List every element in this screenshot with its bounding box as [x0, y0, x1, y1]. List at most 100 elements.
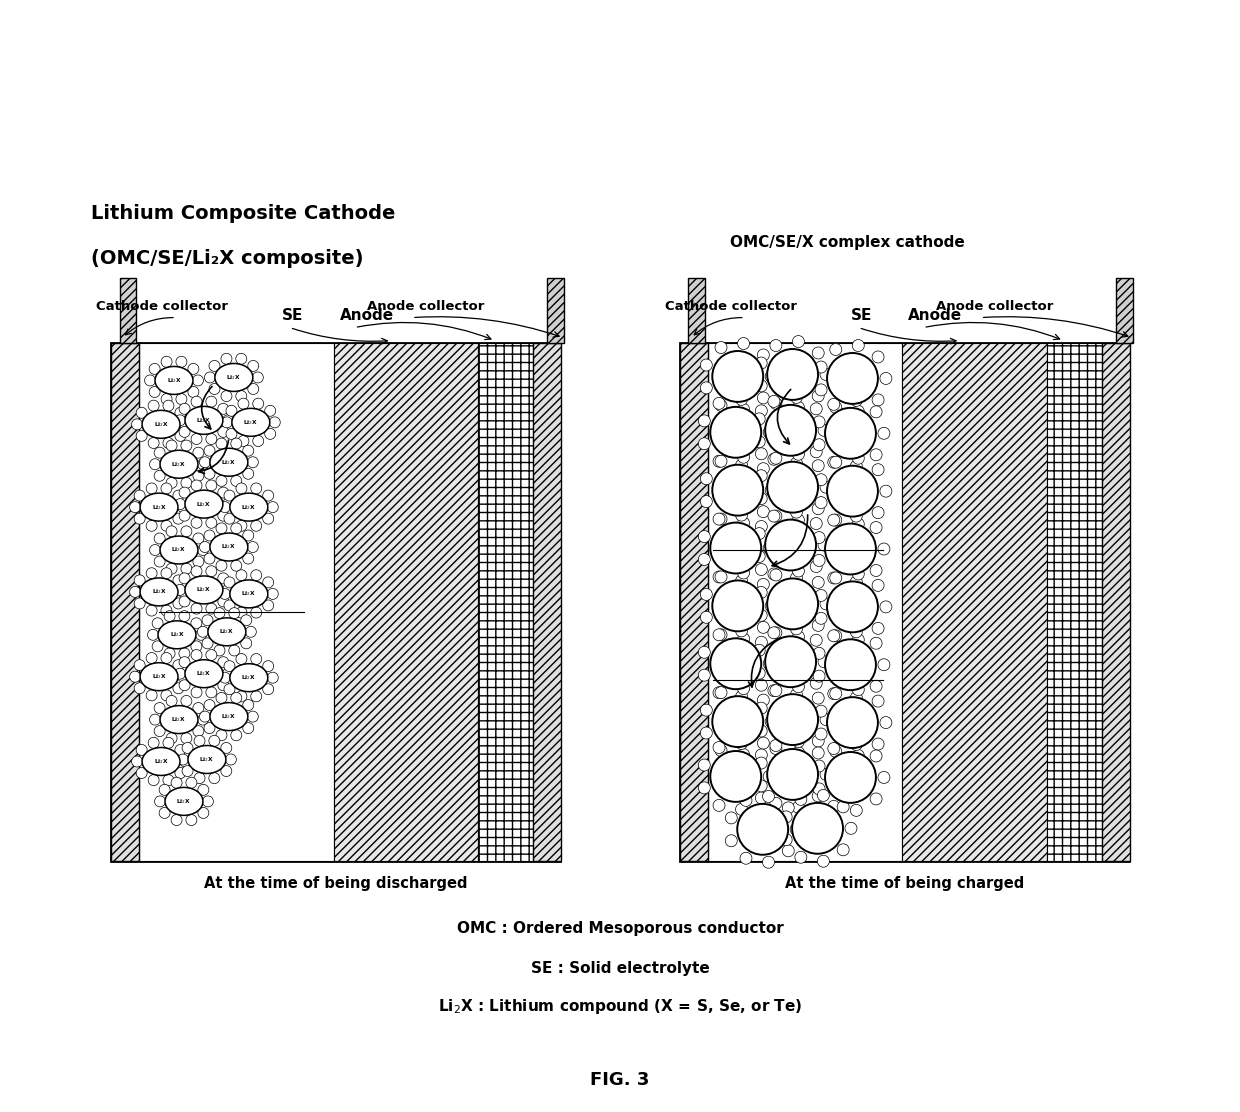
Circle shape	[815, 474, 827, 486]
Ellipse shape	[215, 364, 253, 391]
Text: SE: SE	[281, 308, 303, 322]
Circle shape	[188, 364, 198, 375]
Circle shape	[188, 387, 198, 397]
Circle shape	[735, 459, 748, 471]
Circle shape	[134, 513, 145, 524]
Text: Li$_2$X: Li$_2$X	[176, 797, 191, 806]
Circle shape	[698, 415, 711, 427]
Circle shape	[191, 396, 202, 407]
Circle shape	[755, 749, 768, 761]
Circle shape	[830, 629, 842, 642]
Circle shape	[221, 390, 232, 401]
Circle shape	[148, 775, 159, 786]
Circle shape	[224, 513, 234, 524]
Circle shape	[172, 659, 184, 671]
Circle shape	[825, 408, 875, 459]
Circle shape	[851, 395, 862, 406]
Ellipse shape	[185, 576, 223, 604]
Text: SE: SE	[851, 308, 872, 322]
Circle shape	[175, 415, 186, 426]
Circle shape	[222, 585, 233, 595]
Circle shape	[206, 566, 217, 577]
Circle shape	[878, 772, 890, 784]
Circle shape	[830, 401, 842, 414]
Circle shape	[827, 697, 878, 748]
Circle shape	[878, 427, 890, 439]
Circle shape	[828, 572, 839, 584]
Circle shape	[202, 615, 213, 626]
Circle shape	[852, 749, 864, 762]
Text: Li$_2$X: Li$_2$X	[170, 631, 185, 639]
Circle shape	[765, 716, 777, 727]
Circle shape	[224, 577, 234, 588]
Circle shape	[166, 733, 177, 744]
Circle shape	[711, 407, 761, 458]
Circle shape	[815, 589, 827, 602]
Circle shape	[150, 459, 160, 469]
Circle shape	[229, 645, 239, 656]
Circle shape	[813, 416, 825, 428]
Circle shape	[792, 803, 843, 854]
Circle shape	[765, 636, 816, 687]
Circle shape	[153, 618, 164, 628]
Circle shape	[813, 647, 825, 659]
Circle shape	[243, 723, 254, 734]
Circle shape	[236, 569, 247, 580]
Circle shape	[763, 426, 775, 438]
Text: Li$_2$X: Li$_2$X	[154, 420, 169, 429]
Circle shape	[725, 812, 738, 824]
Circle shape	[161, 689, 172, 701]
Circle shape	[205, 723, 215, 734]
Ellipse shape	[140, 493, 179, 522]
Circle shape	[815, 361, 827, 373]
Circle shape	[205, 468, 215, 479]
Circle shape	[150, 545, 160, 556]
Circle shape	[191, 603, 202, 614]
Bar	[119, 278, 136, 342]
Circle shape	[231, 693, 242, 704]
Circle shape	[166, 695, 177, 706]
Circle shape	[218, 426, 229, 437]
Circle shape	[770, 339, 782, 351]
Circle shape	[172, 598, 184, 609]
Circle shape	[738, 404, 749, 416]
Circle shape	[770, 453, 782, 464]
Circle shape	[768, 694, 818, 745]
Text: Anode: Anode	[909, 308, 962, 322]
Circle shape	[231, 560, 242, 572]
Circle shape	[782, 802, 795, 814]
Ellipse shape	[210, 448, 248, 476]
Circle shape	[830, 514, 842, 526]
Circle shape	[735, 509, 748, 522]
Circle shape	[205, 371, 216, 383]
Circle shape	[171, 815, 182, 825]
Circle shape	[790, 823, 802, 835]
Circle shape	[246, 626, 257, 637]
Circle shape	[792, 401, 805, 414]
Circle shape	[870, 793, 882, 805]
Circle shape	[701, 727, 712, 739]
Circle shape	[253, 436, 264, 447]
Circle shape	[813, 555, 825, 566]
Circle shape	[792, 681, 805, 693]
Circle shape	[768, 627, 780, 638]
Circle shape	[758, 578, 769, 590]
Circle shape	[872, 579, 884, 592]
Circle shape	[164, 648, 175, 659]
Bar	[1047, 342, 1102, 861]
Circle shape	[229, 607, 239, 618]
Ellipse shape	[160, 536, 198, 564]
Circle shape	[250, 654, 262, 665]
Circle shape	[208, 735, 219, 746]
Circle shape	[177, 502, 188, 513]
Circle shape	[870, 565, 882, 576]
Circle shape	[851, 692, 862, 704]
Circle shape	[768, 685, 780, 696]
Circle shape	[851, 626, 862, 638]
Circle shape	[236, 390, 247, 401]
Circle shape	[243, 530, 254, 540]
Circle shape	[191, 649, 202, 661]
Circle shape	[770, 569, 782, 580]
Circle shape	[226, 754, 237, 765]
Circle shape	[172, 490, 184, 502]
